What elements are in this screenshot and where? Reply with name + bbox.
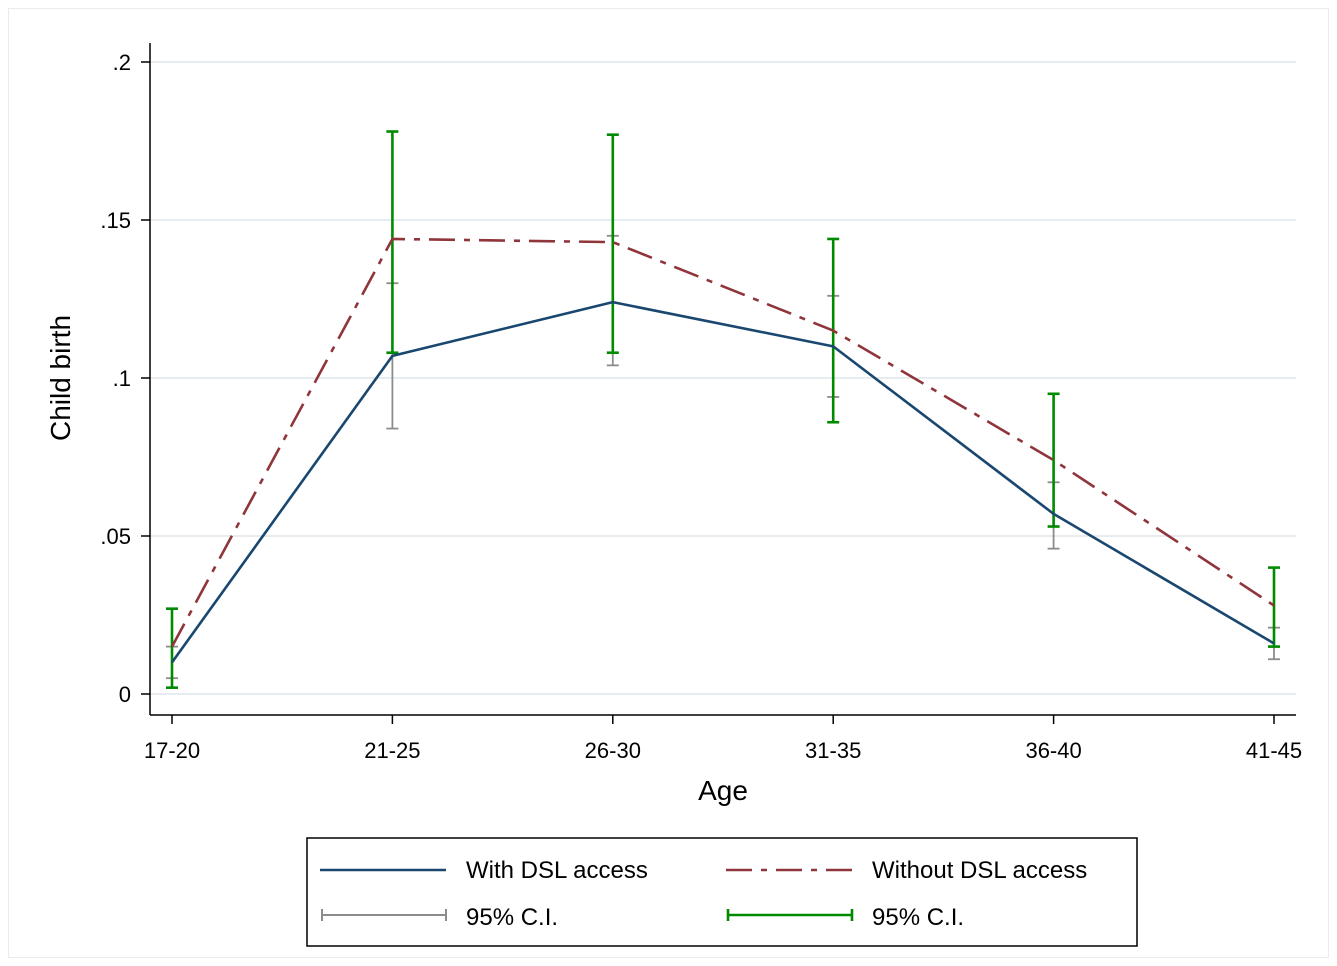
- y-tick-label: .1: [113, 366, 131, 391]
- y-ticks: 0 .05 .1 .15 .2: [100, 50, 150, 707]
- x-tick-label: 31-35: [805, 738, 861, 763]
- legend-box: [306, 837, 1138, 947]
- ci-bar: [386, 130, 399, 355]
- chart-frame: [8, 8, 1329, 958]
- legend: With DSL access Without DSL access 95% C…: [306, 837, 1138, 947]
- grid-lines: [150, 61, 1296, 695]
- ci-bar: [606, 133, 619, 355]
- y-axis-label: Child birth: [45, 315, 76, 441]
- ci-bar: [166, 607, 178, 689]
- x-tick-label: 26-30: [585, 738, 641, 763]
- legend-label-ci-gray: 95% C.I.: [466, 904, 558, 931]
- x-tick-label: 17-20: [144, 738, 200, 763]
- y-tick-label: .05: [100, 524, 131, 549]
- legend-label-without-dsl: Without DSL access: [872, 857, 1087, 884]
- legend-label-ci-green: 95% C.I.: [872, 904, 964, 931]
- series-lines: [170, 237, 1275, 664]
- x-tick-label: 41-45: [1246, 738, 1302, 763]
- confidence-intervals: [166, 130, 1280, 689]
- x-tick-label: 21-25: [364, 738, 420, 763]
- legend-key-ci-green: [726, 909, 854, 921]
- x-ticks: 17-20 21-25 26-30 31-35 36-40 41-45: [144, 715, 1302, 763]
- ci-bar: [1268, 566, 1280, 648]
- series-line-without-dsl: [170, 237, 1275, 648]
- ci-bar: [1047, 392, 1060, 528]
- y-tick-label: .15: [100, 208, 131, 233]
- legend-label-with-dsl: With DSL access: [466, 857, 648, 884]
- series-line-with-dsl: [170, 300, 1275, 664]
- x-axis-label: Age: [698, 775, 748, 806]
- x-tick-label: 36-40: [1025, 738, 1081, 763]
- axes: [149, 43, 1296, 716]
- y-tick-label: 0: [119, 682, 131, 707]
- legend-key-ci-gray: [321, 909, 447, 921]
- y-tick-label: .2: [113, 50, 131, 75]
